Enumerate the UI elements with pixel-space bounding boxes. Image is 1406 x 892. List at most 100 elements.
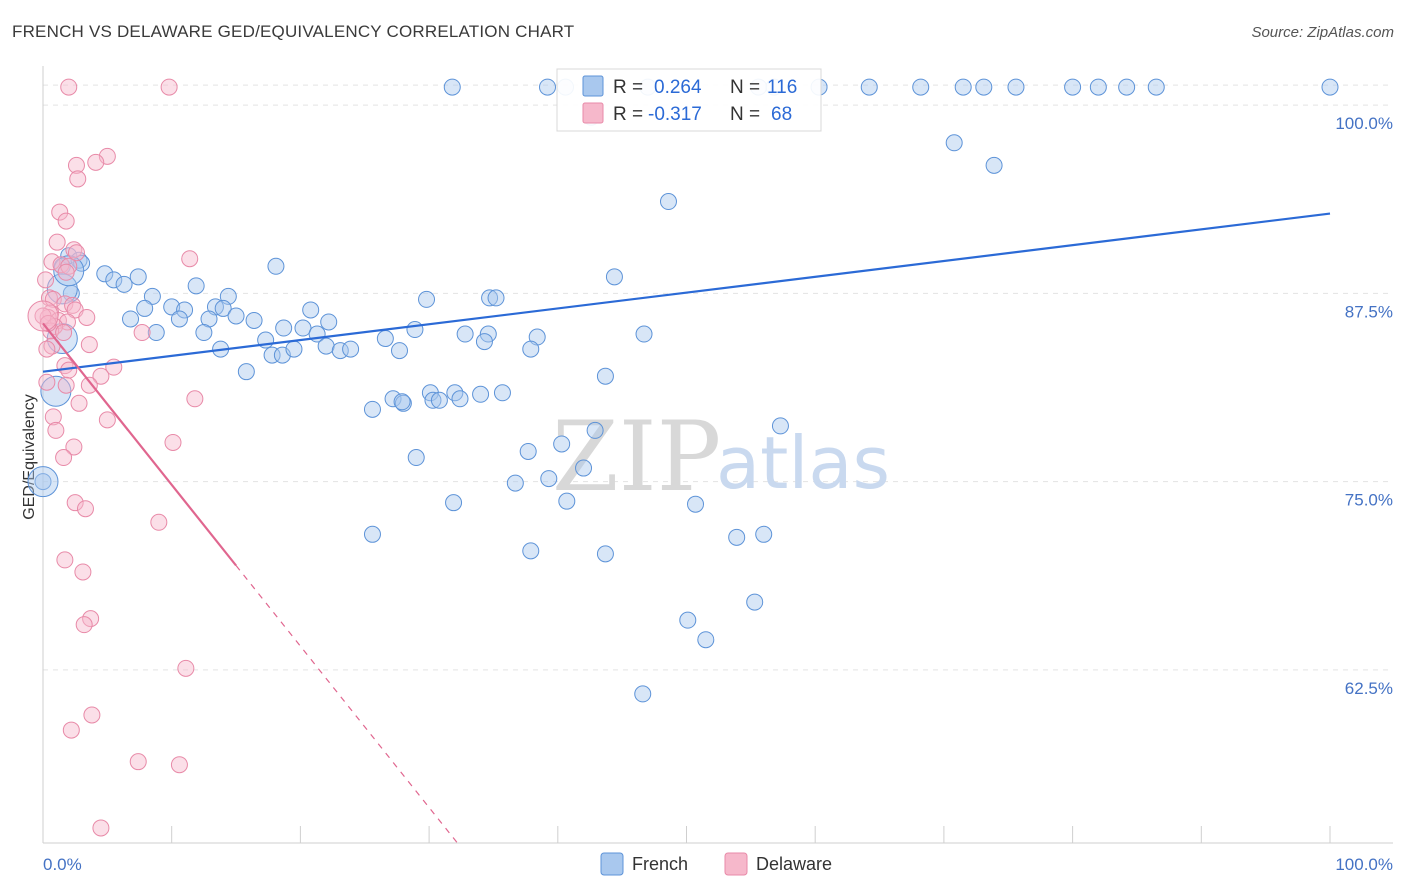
french-point xyxy=(755,525,773,543)
delaware-point xyxy=(57,376,75,394)
french-point xyxy=(1321,78,1339,96)
axes-layer xyxy=(42,66,1393,844)
french-point xyxy=(393,393,411,411)
delaware-points xyxy=(27,78,204,837)
french-point xyxy=(487,289,505,307)
french-point xyxy=(129,268,147,286)
french-point xyxy=(635,325,653,343)
delaware-point xyxy=(64,296,82,314)
delaware-point xyxy=(60,78,78,96)
french-point xyxy=(860,78,878,96)
french-point xyxy=(424,391,442,409)
french-cluster-point xyxy=(46,273,78,305)
french-point xyxy=(493,384,511,402)
french-point xyxy=(558,492,576,510)
delaware-point xyxy=(150,513,168,531)
french-point xyxy=(214,299,232,317)
french-point xyxy=(522,340,540,358)
french-point xyxy=(384,390,402,408)
french-point xyxy=(481,289,499,307)
french-point xyxy=(376,330,394,348)
y-tick-labels: 100.0% 87.5% 75.0% 62.5% xyxy=(1335,114,1393,698)
french-point xyxy=(575,459,593,477)
french-point xyxy=(227,307,245,325)
french-point xyxy=(363,400,381,418)
chart-title: FRENCH VS DELAWARE GED/EQUIVALENCY CORRE… xyxy=(12,22,575,41)
french-point xyxy=(659,193,677,211)
french-point xyxy=(237,363,255,381)
delaware-point xyxy=(51,203,69,221)
delaware-stats-swatch xyxy=(582,102,604,124)
delaware-point xyxy=(129,753,147,771)
delaware-point xyxy=(56,551,74,569)
french-point xyxy=(115,275,133,293)
french-point xyxy=(317,337,335,355)
french-point xyxy=(679,611,697,629)
french-point xyxy=(406,321,424,339)
french-point xyxy=(945,134,963,152)
y-tick-label: 62.5% xyxy=(1345,679,1393,698)
french-point xyxy=(342,340,360,358)
x-tick-label-max: 100.0% xyxy=(1335,855,1393,874)
delaware-trend-extension xyxy=(235,565,458,844)
french-point xyxy=(506,474,524,492)
watermark: ZIP atlas xyxy=(552,401,890,513)
delaware-point xyxy=(92,819,110,837)
watermark-zip: ZIP xyxy=(552,401,721,513)
y-axis-label: GED/Equivalency xyxy=(21,394,38,519)
legend-swatch-delaware xyxy=(724,852,748,876)
french-point xyxy=(245,311,263,329)
delaware-point xyxy=(164,433,182,451)
french-r-value: 0.264 xyxy=(654,77,702,98)
french-point xyxy=(475,333,493,351)
french-n-label: N = xyxy=(730,77,760,98)
french-cluster-point xyxy=(27,466,59,498)
y-tick-label: 100.0% xyxy=(1335,114,1393,133)
delaware-point xyxy=(80,336,98,354)
french-point xyxy=(539,78,557,96)
delaware-point xyxy=(48,233,66,251)
x-tick-label-min: 0.0% xyxy=(43,855,82,874)
delaware-point xyxy=(74,563,92,581)
french-point xyxy=(430,391,448,409)
delaware-point xyxy=(82,610,100,628)
french-r-label: R = xyxy=(613,77,643,98)
delaware-point xyxy=(78,308,96,326)
delaware-point xyxy=(186,390,204,408)
delaware-n-label: N = xyxy=(730,104,760,125)
delaware-point xyxy=(66,494,84,512)
french-point xyxy=(1064,78,1082,96)
french-point xyxy=(195,324,213,342)
french-point xyxy=(472,385,490,403)
delaware-point xyxy=(43,253,61,271)
delaware-point xyxy=(65,241,83,259)
french-point xyxy=(451,390,469,408)
y-tick-label: 75.0% xyxy=(1345,491,1393,510)
legend-label-french: French xyxy=(632,854,688,874)
french-stats-swatch xyxy=(582,75,604,97)
french-point xyxy=(519,442,537,460)
french-points xyxy=(27,78,1339,703)
watermark-atlas: atlas xyxy=(716,421,890,505)
source-credit: Source: ZipAtlas.com xyxy=(1251,24,1394,41)
french-point xyxy=(147,324,165,342)
french-point xyxy=(285,340,303,358)
delaware-point xyxy=(55,449,73,467)
legend: French Delaware xyxy=(600,852,832,876)
french-point xyxy=(728,528,746,546)
french-point xyxy=(586,421,604,439)
delaware-point xyxy=(181,250,199,268)
delaware-point xyxy=(65,438,83,456)
delaware-point xyxy=(69,170,87,188)
french-point xyxy=(985,156,1003,174)
delaware-point xyxy=(170,756,188,774)
french-point xyxy=(122,310,140,328)
french-point xyxy=(1007,78,1025,96)
delaware-point xyxy=(38,340,56,358)
delaware-r-label: R = xyxy=(613,104,643,125)
french-point xyxy=(302,301,320,319)
french-point xyxy=(170,310,188,328)
french-point xyxy=(443,78,461,96)
french-point xyxy=(418,290,436,308)
